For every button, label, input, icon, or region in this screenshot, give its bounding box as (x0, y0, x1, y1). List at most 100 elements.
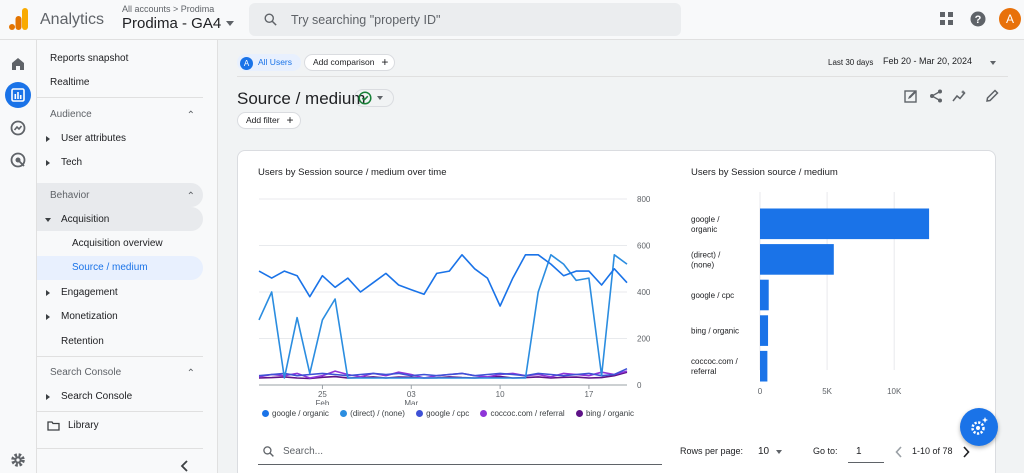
legend-dot (262, 409, 269, 417)
analytics-logo-icon[interactable] (9, 8, 29, 30)
goto-label: Go to: (813, 446, 838, 456)
reports-icon[interactable] (5, 82, 31, 108)
account-breadcrumb[interactable]: All accounts > Prodima (122, 4, 215, 14)
legend-item-coccoc-referral[interactable]: coccoc.com / referral (480, 409, 565, 418)
add-comparison-button[interactable]: Add comparison + (304, 54, 396, 71)
chevron-up-icon[interactable]: ⌃ (186, 368, 195, 379)
sidebar-item-label: Retention (61, 336, 104, 347)
rows-per-page-select[interactable]: 10 (758, 446, 770, 457)
toolbar-divider (237, 76, 1008, 77)
goto-input[interactable]: 1 (856, 446, 862, 457)
sidebar-item-label: Realtime (50, 77, 90, 88)
property-dropdown-icon[interactable] (226, 21, 234, 26)
avatar[interactable]: A (999, 8, 1021, 30)
help-icon[interactable]: ? (970, 11, 986, 27)
next-page-icon[interactable] (962, 446, 970, 458)
x-tick-label: 5K (822, 387, 832, 396)
x-tick-label: 10 (496, 390, 505, 399)
expand-arrow-icon[interactable] (46, 290, 50, 296)
category-label: (none) (691, 260, 714, 269)
search-bar[interactable]: Try searching "property ID" (249, 3, 681, 36)
bar (760, 350, 768, 382)
category-label: (direct) / (691, 250, 721, 259)
chip-label: Add comparison (313, 57, 375, 67)
folder-icon (47, 421, 60, 431)
plus-icon: + (381, 55, 389, 69)
legend-item-google-organic[interactable]: google / organic (262, 409, 329, 418)
property-selector[interactable]: Prodima - GA4 (122, 15, 222, 32)
insights-icon[interactable] (952, 89, 968, 103)
category-label: referral (691, 367, 717, 376)
bar (760, 279, 769, 311)
section-label: Behavior (50, 190, 90, 201)
search-icon (264, 13, 277, 26)
legend-item-direct-none[interactable]: (direct) / (none) (340, 409, 405, 418)
title-dropdown-pill[interactable] (354, 89, 394, 107)
sidebar-item-label: Engagement (61, 287, 118, 298)
product-name: Analytics (40, 11, 105, 28)
series-line-direct-none (258, 254, 628, 379)
category-label: bing / organic (691, 327, 739, 336)
x-tick-label: 17 (584, 390, 593, 399)
table-search-input[interactable]: Search... (283, 446, 324, 457)
x-tick-sublabel: Feb (316, 399, 330, 405)
top-bar: Analytics All accounts > Prodima Prodima… (0, 0, 1024, 40)
expand-arrow-icon[interactable] (46, 160, 50, 166)
bar-chart[interactable]: 0 5K 10K google /organic (direct) /(none) goo… (680, 190, 980, 405)
collapse-sidebar-chevron-icon[interactable] (180, 460, 190, 472)
sidebar-item-label: Tech (61, 157, 83, 168)
insights-fab-button[interactable] (960, 408, 998, 446)
legend-label: (direct) / (none) (350, 409, 405, 418)
date-range-selector[interactable]: Feb 20 - Mar 20, 2024 (883, 56, 973, 66)
y-tick-label: 200 (637, 335, 651, 344)
date-range-label: Last 30 days (828, 58, 874, 67)
chevron-up-icon[interactable]: ⌃ (186, 191, 195, 202)
sidebar-item-label: Search Console (61, 391, 133, 402)
svg-text:?: ? (975, 14, 982, 26)
y-tick-label: 600 (637, 242, 651, 251)
section-highlight (37, 183, 203, 207)
settings-gear-icon[interactable] (8, 450, 28, 470)
sidebar-item-label: Monetization (61, 311, 118, 322)
advertising-icon[interactable] (8, 150, 28, 170)
customize-report-icon[interactable] (904, 89, 918, 103)
legend-item-bing-organic[interactable]: bing / organic (575, 409, 634, 418)
date-dropdown-icon[interactable] (990, 61, 996, 65)
divider (37, 356, 203, 357)
home-icon[interactable] (8, 54, 28, 74)
rows-dropdown-icon[interactable] (776, 450, 782, 454)
sidebar-item-label: Library (68, 420, 99, 431)
legend-label: bing / organic (585, 409, 634, 418)
x-tick-sublabel: Mar (404, 399, 418, 405)
all-users-chip[interactable]: A All Users (237, 54, 302, 71)
title-dropdown-icon[interactable] (377, 96, 383, 100)
expand-arrow-icon[interactable] (46, 314, 50, 320)
edit-pencil-icon[interactable] (985, 89, 999, 103)
chevron-up-icon[interactable]: ⌃ (186, 110, 195, 121)
rows-per-page-label: Rows per page: (680, 446, 744, 456)
apps-grid-icon[interactable] (939, 11, 954, 26)
sidebar: Reports snapshot Realtime Audience ⌃ Use… (37, 40, 218, 473)
series-line-google-cpc (258, 367, 628, 377)
sidebar-item-label: Source / medium (72, 262, 148, 273)
sidebar-item-label: Reports snapshot (50, 53, 129, 64)
expand-arrow-icon[interactable] (46, 394, 50, 400)
share-icon[interactable] (929, 89, 943, 103)
category-label: google / cpc (691, 291, 734, 300)
legend-item-google-cpc[interactable]: google / cpc (416, 409, 469, 418)
chip-label: Add filter (246, 115, 280, 125)
legend-label: google / organic (272, 409, 329, 418)
explore-icon[interactable] (8, 118, 28, 138)
y-tick-label: 0 (637, 381, 642, 390)
section-label: Audience (50, 109, 92, 120)
sidebar-item-label: Acquisition (61, 214, 110, 225)
collapse-arrow-icon[interactable] (45, 218, 51, 222)
line-chart-title: Users by Session source / medium over ti… (258, 167, 447, 178)
section-label: Search Console (50, 367, 122, 378)
legend-label: google / cpc (426, 409, 470, 418)
prev-page-icon[interactable] (895, 446, 903, 458)
add-filter-button[interactable]: Add filter + (237, 112, 301, 129)
pagination-range: 1-10 of 78 (912, 446, 953, 456)
expand-arrow-icon[interactable] (46, 136, 50, 142)
